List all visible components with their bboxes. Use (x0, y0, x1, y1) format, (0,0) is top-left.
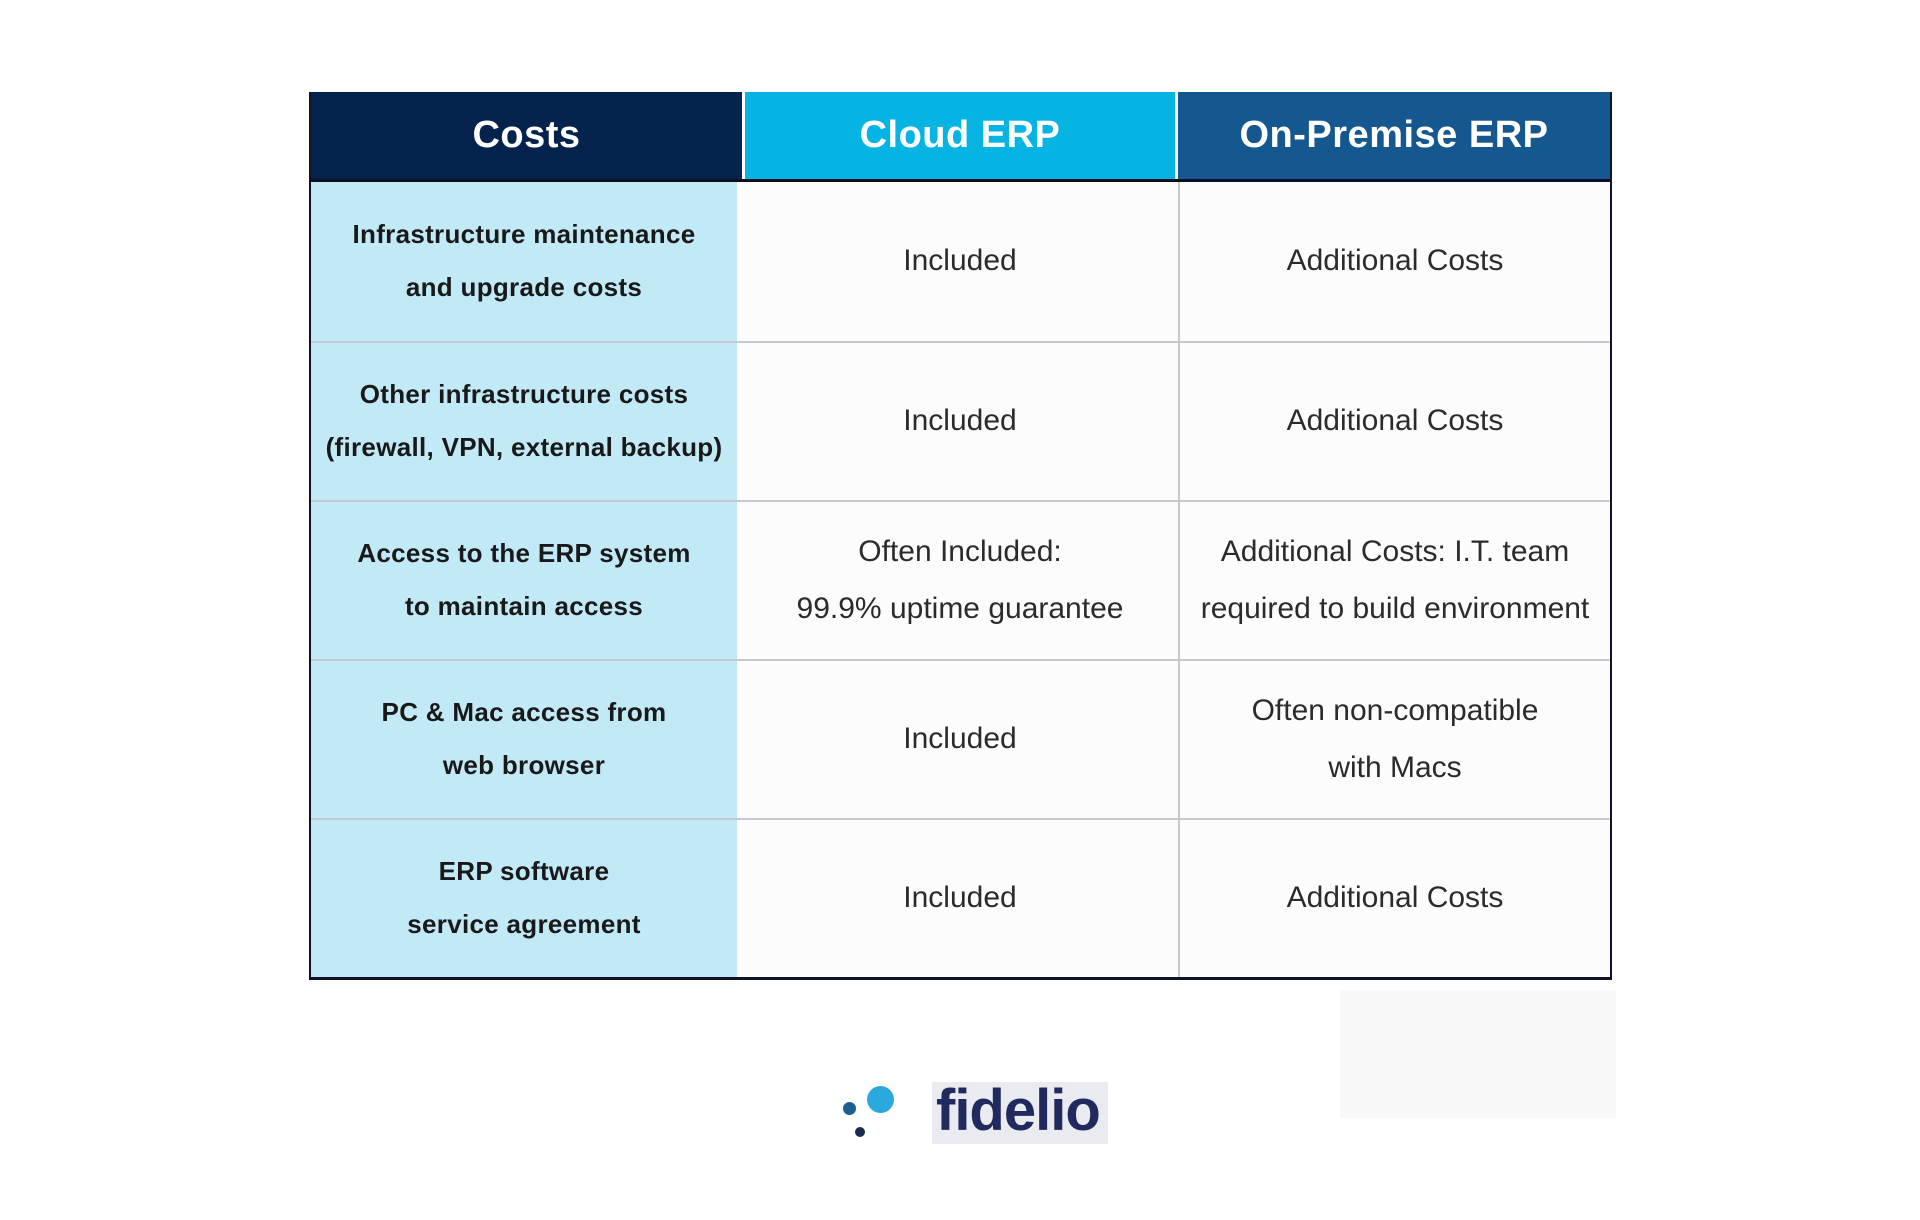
value-line: with Macs (1328, 751, 1462, 784)
value-line: 99.9% uptime guarantee (796, 592, 1124, 625)
value-line: Additional Costs (1286, 404, 1504, 438)
onpremise-erp-cell: Additional Costs (1178, 820, 1610, 977)
comparison-table: Costs Cloud ERP On-Premise ERP Infrastru… (309, 92, 1612, 980)
onpremise-erp-cell: Often non-compatible with Macs (1178, 661, 1610, 818)
table-row: ERP software service agreement Included … (311, 818, 1610, 977)
value-line: Included (903, 722, 1017, 756)
value-line: Included (903, 404, 1017, 438)
header-costs: Costs (311, 92, 742, 179)
table-row: Infrastructure maintenance and upgrade c… (311, 182, 1610, 341)
cost-line: PC & Mac access from (381, 697, 667, 728)
onpremise-erp-cell: Additional Costs: I.T. team required to … (1178, 502, 1610, 659)
cloud-erp-cell: Often Included: 99.9% uptime guarantee (742, 502, 1178, 659)
onpremise-erp-cell: Additional Costs (1178, 343, 1610, 500)
table-row: PC & Mac access from web browser Include… (311, 659, 1610, 818)
cost-label-cell: Other infrastructure costs (firewall, VP… (311, 343, 742, 500)
value-line: Additional Costs (1286, 881, 1504, 915)
cloud-erp-cell: Included (742, 343, 1178, 500)
header-cloud-erp: Cloud ERP (742, 92, 1178, 179)
table-header-row: Costs Cloud ERP On-Premise ERP (311, 92, 1610, 182)
value-line: Additional Costs (1286, 244, 1504, 278)
value-line: Often non-compatible (1251, 693, 1539, 727)
cost-line: and upgrade costs (405, 272, 643, 302)
value-line: Additional Costs: I.T. team (1220, 534, 1570, 568)
table-row: Other infrastructure costs (firewall, VP… (311, 341, 1610, 500)
background-artifact-rectangle (1340, 990, 1616, 1118)
cost-line: (firewall, VPN, external backup) (325, 432, 723, 462)
cost-line: ERP software (438, 856, 610, 887)
cost-label-cell: PC & Mac access from web browser (311, 661, 742, 818)
value-line: Included (903, 881, 1017, 915)
cloud-erp-cell: Included (742, 820, 1178, 977)
value-line: Included (903, 244, 1017, 278)
cloud-erp-cell: Included (742, 661, 1178, 818)
logo-dot-large (867, 1086, 894, 1113)
cost-line: Other infrastructure costs (359, 379, 689, 410)
cost-label-cell: Access to the ERP system to maintain acc… (311, 502, 742, 659)
cost-line: Infrastructure maintenance (352, 219, 696, 250)
cost-line: web browser (442, 750, 606, 780)
cost-label-cell: ERP software service agreement (311, 820, 742, 977)
cost-label-cell: Infrastructure maintenance and upgrade c… (311, 182, 742, 341)
table-row: Access to the ERP system to maintain acc… (311, 500, 1610, 659)
value-line: Often Included: (858, 534, 1062, 568)
fidelio-wordmark: fidelio (932, 1082, 1108, 1144)
logo-dot-small (855, 1127, 865, 1137)
header-onpremise-erp: On-Premise ERP (1178, 92, 1610, 179)
logo-dot-medium (843, 1102, 856, 1115)
value-line: required to build environment (1200, 592, 1590, 625)
cost-line: Access to the ERP system (357, 538, 691, 569)
cost-line: service agreement (407, 909, 641, 939)
fidelio-logo: fidelio (840, 1072, 1108, 1154)
cost-line: to maintain access (404, 591, 644, 621)
fidelio-dots-icon (840, 1072, 932, 1154)
cloud-erp-cell: Included (742, 182, 1178, 341)
onpremise-erp-cell: Additional Costs (1178, 182, 1610, 341)
